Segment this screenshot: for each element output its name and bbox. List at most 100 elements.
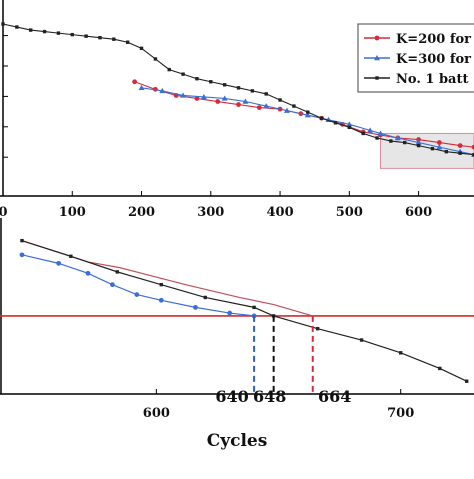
bottom-series-3-point <box>252 305 256 310</box>
top-series-3-point <box>1 22 5 26</box>
bottom-x-tick-label: 700 <box>387 406 414 421</box>
top-series-3-point <box>306 110 310 114</box>
top-series-3-point <box>250 89 255 93</box>
bottom-series-3-point <box>159 282 163 287</box>
bottom-series-3-point <box>438 366 442 371</box>
bottom-series-3-point <box>315 326 320 331</box>
bottom-series-3-point <box>20 238 24 243</box>
top-series-2-point <box>304 112 311 118</box>
bottom-series-group <box>19 238 469 383</box>
bottom-panel: 640 648 664 600 700 Cycles <box>0 218 474 451</box>
top-series-3-point <box>264 92 268 96</box>
bottom-series-3-point <box>69 254 73 258</box>
legend: K=200 for K=300 for No. 1 batt <box>357 23 474 93</box>
bottom-series-2-point <box>85 270 91 276</box>
top-series-2-point <box>221 95 228 101</box>
top-x-tick-label: 500 <box>336 205 363 220</box>
top-series-3-point <box>333 121 338 125</box>
annotation-label-648: 648 <box>253 387 286 406</box>
top-series-2-point <box>283 107 290 113</box>
legend-label-2: K=300 for <box>396 52 471 67</box>
top-series-2-point <box>436 144 443 150</box>
top-series-2-point <box>200 93 207 100</box>
top-series-3-point <box>209 80 213 84</box>
bottom-series-3-point <box>115 270 119 274</box>
top-series-3-point <box>222 83 227 87</box>
top-series-1-point <box>457 143 463 149</box>
top-series-3-point <box>42 29 47 34</box>
top-series-3-point <box>347 125 352 130</box>
top-series-3-point <box>292 104 296 108</box>
top-series-3-point <box>15 25 19 29</box>
top-series-3-point <box>458 151 462 155</box>
top-series-1-point <box>194 96 200 101</box>
bottom-series-2-point <box>56 260 62 266</box>
legend-marker-1 <box>374 35 380 41</box>
top-series-3-point <box>430 146 435 151</box>
top-series-3-point <box>389 139 393 143</box>
top-panel: 0 100 200 300 400 500 600 K=200 for K=300 for No… <box>0 0 474 220</box>
top-series-3-point <box>153 57 158 61</box>
bottom-series-2-point <box>193 304 198 310</box>
top-series-3-point <box>139 46 144 51</box>
bottom-series-3-point <box>359 338 364 342</box>
bottom-series-2-point <box>110 282 115 288</box>
top-series-3-point <box>84 34 88 38</box>
top-series-3-point <box>375 136 379 140</box>
top-series-3-point <box>319 116 324 120</box>
top-series-2-point <box>377 130 384 136</box>
bottom-series-3-point <box>399 351 403 355</box>
top-series-3-point <box>167 67 171 72</box>
legend-marker-2 <box>374 55 380 61</box>
bottom-series-2-point <box>19 252 25 258</box>
top-series-group <box>1 22 474 157</box>
top-series-2-point <box>367 127 374 133</box>
bottom-series-3-point <box>203 295 207 300</box>
top-series-3-point <box>361 131 365 136</box>
top-series-2-point <box>180 92 187 98</box>
bottom-series-line-1 <box>21 240 313 317</box>
top-x-ticks: 0 100 200 300 400 500 600 <box>0 191 432 220</box>
top-series-2-point <box>159 87 166 94</box>
top-series-3-point <box>112 37 116 41</box>
top-x-tick-label: 400 <box>266 205 293 220</box>
top-series-3-point <box>444 149 448 154</box>
top-series-3-point <box>416 143 421 148</box>
top-series-3-point <box>70 32 74 37</box>
legend-label-3: No. 1 batt <box>396 72 468 87</box>
bottom-x-ticks: 600 700 <box>143 389 414 421</box>
top-series-3-point <box>278 98 282 102</box>
bottom-series-2-point <box>227 310 233 316</box>
legend-marker-3 <box>375 76 379 80</box>
x-axis-label: Cycles <box>207 431 268 451</box>
top-series-3-point <box>98 35 102 40</box>
bottom-series-2-point <box>134 292 140 297</box>
top-x-tick-label: 0 <box>0 205 8 220</box>
top-series-3-point <box>125 40 130 44</box>
annotation-label-664: 664 <box>318 387 351 406</box>
top-series-1-point <box>132 79 138 85</box>
top-x-tick-label: 300 <box>197 205 224 220</box>
bottom-x-tick-label: 600 <box>143 406 170 421</box>
top-series-2-point <box>242 98 249 104</box>
top-series-1-point <box>471 144 474 150</box>
top-series-1-point <box>416 137 421 142</box>
top-series-line-2 <box>141 87 474 156</box>
top-series-3-point <box>56 31 61 35</box>
top-series-2-point <box>394 135 401 141</box>
top-x-tick-label: 100 <box>59 205 86 220</box>
top-series-2-point <box>138 84 145 91</box>
top-series-3-point <box>472 153 474 157</box>
annotation-group: 640 648 664 <box>215 315 351 406</box>
bottom-series-3-point <box>464 379 469 383</box>
top-series-3-point <box>195 77 199 81</box>
top-series-2-point <box>346 121 353 127</box>
top-series-3-point <box>236 86 241 90</box>
bottom-series-line-3 <box>21 240 467 382</box>
top-series-2-point <box>263 103 270 109</box>
top-series-1-point <box>256 105 262 110</box>
legend-label-1: K=200 for <box>396 32 471 47</box>
top-series-1-point <box>215 99 221 104</box>
